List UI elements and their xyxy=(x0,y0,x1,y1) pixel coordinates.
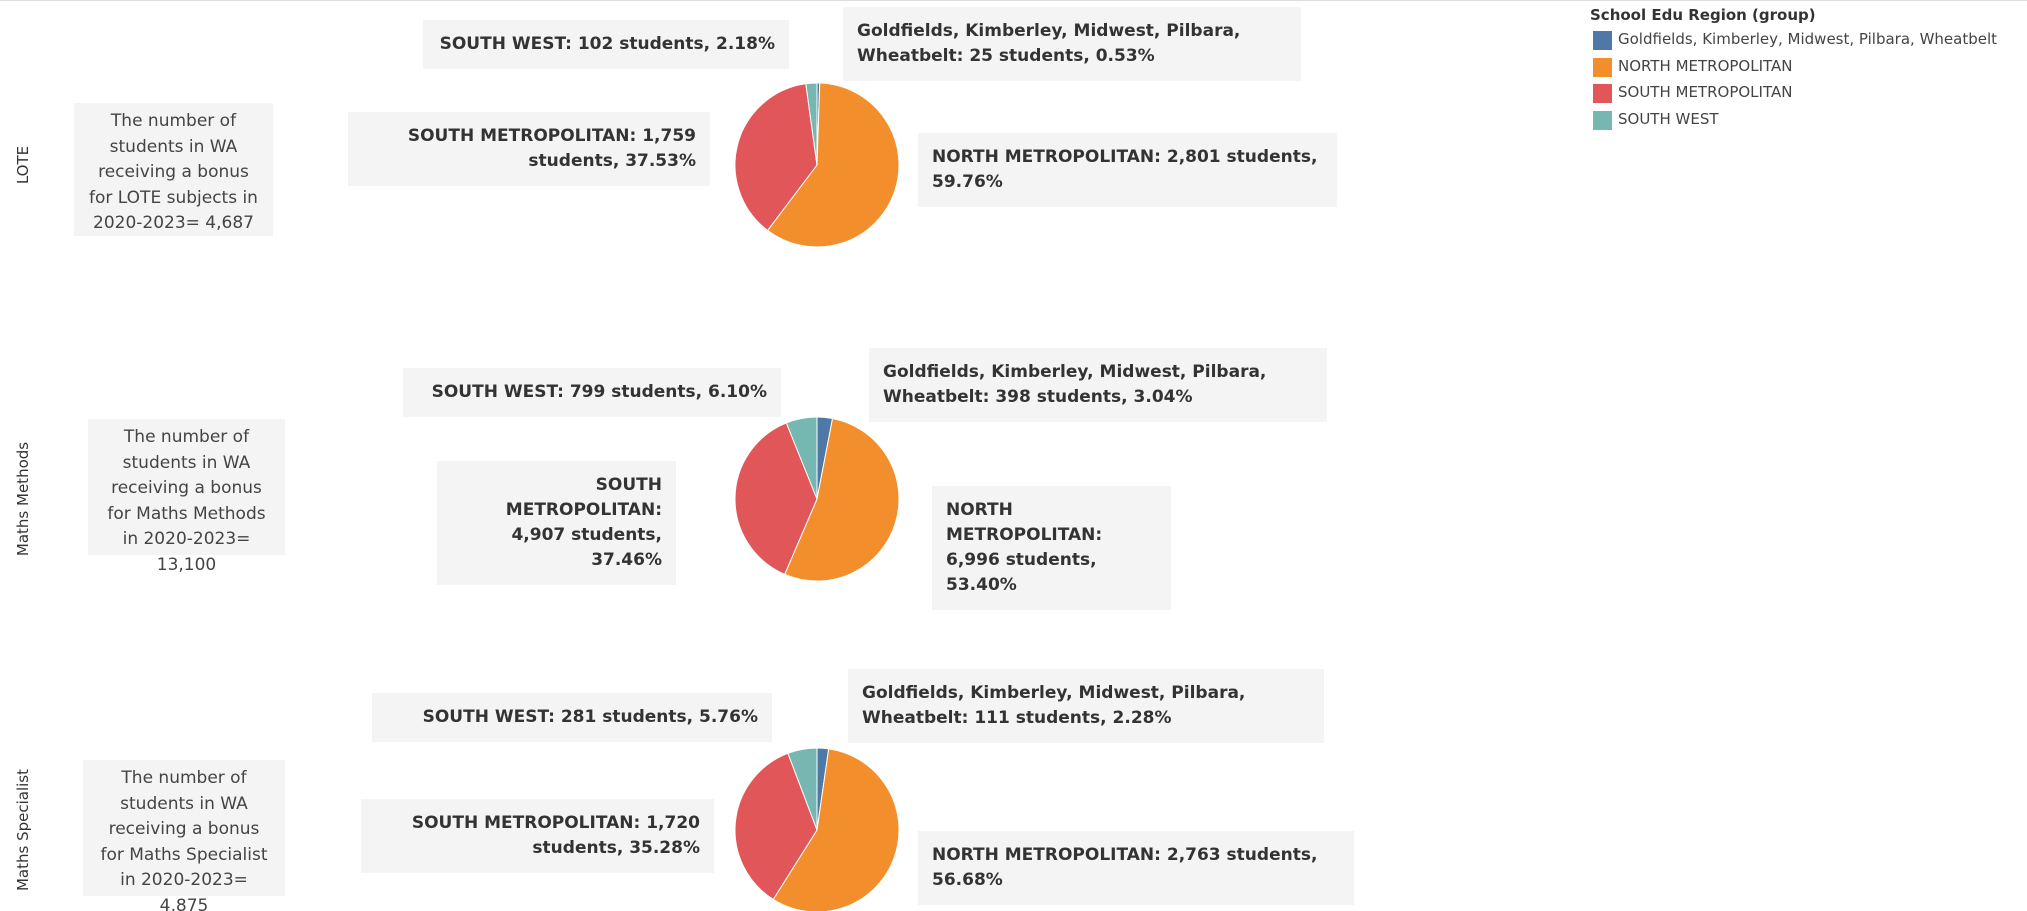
row-label: LOTE xyxy=(14,145,32,185)
legend-swatch xyxy=(1593,110,1612,130)
slice-label: SOUTH METROPOLITAN: 1,759 students, 37.5… xyxy=(348,112,710,186)
pie-slice xyxy=(766,82,900,248)
pie-slice xyxy=(734,83,818,232)
legend-swatch xyxy=(1593,31,1612,50)
slice-label: NORTH METROPOLITAN: 2,763 students, 56.6… xyxy=(918,831,1354,905)
slice-label: NORTH METROPOLITAN: 6,996 students, 53.4… xyxy=(932,486,1171,610)
pie-slice xyxy=(787,747,818,831)
slice-label: SOUTH METROPOLITAN: 4,907 students, 37.4… xyxy=(437,461,676,585)
slice-label: Goldfields, Kimberley, Midwest, Pilbara,… xyxy=(869,348,1327,422)
legend-item: NORTH METROPOLITAN xyxy=(1618,56,1793,75)
legend-item: Goldfields, Kimberley, Midwest, Pilbara,… xyxy=(1618,30,1998,48)
slice-label: SOUTH WEST: 281 students, 5.76% xyxy=(372,693,772,742)
legend-title: School Edu Region (group) xyxy=(1590,6,1816,24)
legend-item: SOUTH WEST xyxy=(1618,109,1719,128)
legend-item: SOUTH METROPOLITAN xyxy=(1618,83,1793,101)
slice-label: Goldfields, Kimberley, Midwest, Pilbara,… xyxy=(843,7,1301,81)
legend-swatch xyxy=(1593,84,1612,103)
pie-slice xyxy=(784,417,900,582)
slice-label: SOUTH WEST: 102 students, 2.18% xyxy=(423,20,789,69)
pie-slice xyxy=(734,422,818,576)
row-label: Maths Specialist xyxy=(14,768,32,892)
pie-slice xyxy=(785,416,818,500)
slice-label: NORTH METROPOLITAN: 2,801 students, 59.7… xyxy=(918,133,1337,207)
pie-slice xyxy=(772,748,900,911)
pie-slice xyxy=(734,752,818,901)
slice-label: SOUTH WEST: 799 students, 6.10% xyxy=(403,368,781,417)
slice-label: SOUTH METROPOLITAN: 1,720 students, 35.2… xyxy=(361,799,714,873)
annotation: The number of students in WA receiving a… xyxy=(83,760,285,911)
legend-swatch xyxy=(1593,57,1612,77)
pie-slice xyxy=(805,82,818,166)
row-label: Maths Methods xyxy=(14,441,32,557)
annotation: The number of students in WA receiving a… xyxy=(74,103,273,236)
annotation: The number of students in WA receiving a… xyxy=(88,419,285,575)
slice-label: Goldfields, Kimberley, Midwest, Pilbara,… xyxy=(848,669,1324,743)
